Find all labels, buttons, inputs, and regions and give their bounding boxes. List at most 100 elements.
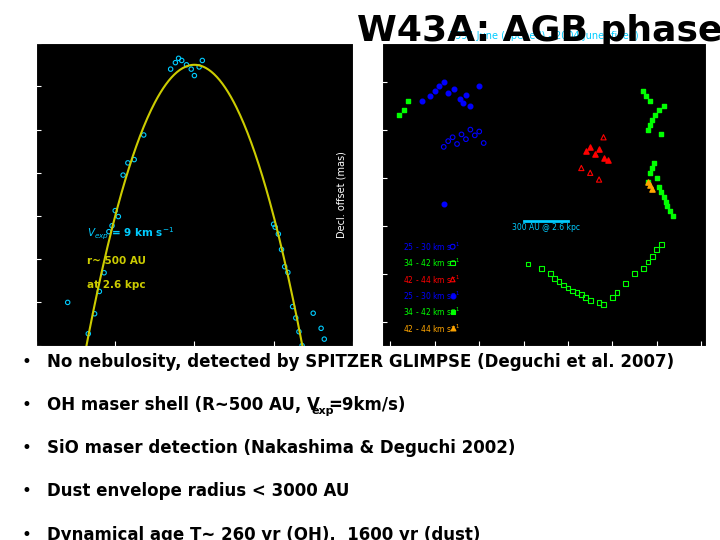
Point	[449, 85, 460, 93]
Point	[667, 212, 678, 220]
Point	[438, 143, 449, 151]
Point	[620, 279, 631, 287]
Point	[554, 277, 565, 286]
Point	[607, 293, 618, 302]
Point	[640, 92, 652, 100]
Text: 42 - 44 km s$^{-1}$: 42 - 44 km s$^{-1}$	[402, 322, 459, 334]
Point	[598, 154, 609, 163]
Point	[318, 335, 330, 343]
Point	[447, 308, 459, 316]
X-axis label: R.A. offset (mas): R.A. offset (mas)	[503, 365, 584, 375]
Text: 34 - 42 km s$^{-1}$: 34 - 42 km s$^{-1}$	[402, 306, 459, 318]
Point	[165, 65, 176, 73]
Point	[438, 200, 449, 209]
Point	[522, 260, 534, 268]
Point	[103, 227, 114, 236]
Point	[442, 137, 454, 145]
Point	[649, 111, 661, 119]
Point	[194, 63, 205, 71]
Point	[109, 206, 121, 215]
Y-axis label: Distance from the star (mas): Distance from the star (mas)	[0, 124, 7, 265]
Point	[197, 56, 208, 65]
Point	[662, 202, 673, 211]
Text: •: •	[22, 353, 32, 371]
Point	[447, 275, 459, 284]
Point	[438, 77, 449, 86]
Point	[425, 92, 436, 100]
Point	[305, 390, 316, 399]
Point	[642, 125, 654, 134]
Point	[611, 288, 623, 297]
Point	[89, 309, 100, 318]
Point	[544, 269, 556, 278]
Text: 42 - 44 km s$^{-1}$: 42 - 44 km s$^{-1}$	[402, 273, 459, 286]
Point	[62, 298, 73, 307]
Point	[642, 178, 654, 187]
Point	[562, 284, 574, 292]
Point	[647, 164, 658, 172]
Point	[651, 173, 662, 182]
Text: •: •	[22, 439, 32, 457]
Point	[642, 178, 654, 187]
Point	[653, 183, 665, 192]
Point	[122, 159, 134, 167]
Point	[580, 293, 592, 302]
Point	[589, 149, 600, 158]
Point	[464, 102, 476, 110]
Point	[464, 125, 476, 134]
Point	[447, 292, 459, 300]
Point	[593, 298, 605, 307]
Point	[176, 56, 187, 65]
Point	[65, 431, 76, 440]
Text: 25 - 30 km s$^{-1}$: 25 - 30 km s$^{-1}$	[402, 289, 459, 302]
Point	[644, 120, 655, 129]
Point	[287, 302, 298, 311]
Point	[276, 245, 287, 254]
Point	[447, 259, 459, 267]
Point	[297, 341, 308, 350]
Point	[644, 97, 655, 105]
Point	[75, 368, 86, 376]
Text: •: •	[22, 396, 32, 414]
Point	[312, 428, 324, 437]
Point	[567, 287, 578, 295]
Point	[558, 281, 570, 289]
Text: OH maser shell (R~500 AU, V: OH maser shell (R~500 AU, V	[47, 396, 320, 414]
Point	[83, 329, 94, 338]
Point	[273, 230, 284, 238]
Point	[644, 168, 655, 177]
X-axis label: $V_{LSR}$ (km s$^{-1}$): $V_{LSR}$ (km s$^{-1}$)	[157, 366, 232, 384]
Point	[394, 111, 405, 119]
Text: •: •	[22, 525, 32, 540]
Text: No nebulosity, detected by SPITZER GLIMPSE (Deguchi et al. 2007): No nebulosity, detected by SPITZER GLIMP…	[47, 353, 674, 371]
Point	[293, 327, 305, 336]
Point	[653, 106, 665, 114]
Point	[638, 87, 649, 96]
Point	[117, 171, 129, 179]
Point	[447, 133, 459, 141]
Point	[290, 314, 302, 322]
Point	[598, 133, 609, 141]
Point	[107, 221, 118, 230]
Point	[648, 159, 660, 167]
Point	[665, 207, 676, 215]
Point	[629, 269, 640, 278]
Point	[454, 94, 465, 103]
Point	[181, 60, 192, 69]
Text: •: •	[22, 482, 32, 501]
Point	[655, 130, 667, 139]
Point	[474, 82, 485, 91]
Point	[447, 324, 459, 333]
Point	[660, 197, 672, 206]
Point	[442, 89, 454, 97]
Text: 25 - 30 km s$^{-1}$: 25 - 30 km s$^{-1}$	[402, 240, 459, 253]
Point	[315, 324, 327, 333]
Text: SiO maser detection (Nakashima & Deguchi 2002): SiO maser detection (Nakashima & Deguchi…	[47, 439, 516, 457]
Point	[398, 106, 410, 114]
Point	[269, 223, 281, 232]
Text: 34 - 42 km s$^{-1}$: 34 - 42 km s$^{-1}$	[402, 257, 459, 269]
Point	[474, 127, 485, 136]
Point	[415, 97, 427, 105]
Point	[447, 242, 459, 251]
Point	[571, 288, 582, 297]
